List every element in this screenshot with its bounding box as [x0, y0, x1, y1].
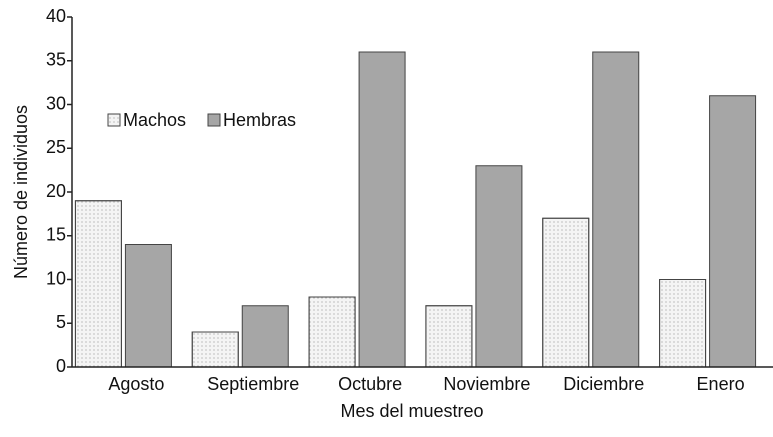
bar	[592, 51, 640, 368]
bar	[308, 296, 356, 368]
y-tick-label: 0	[56, 356, 66, 376]
y-tick-label: 40	[46, 6, 66, 26]
x-tick-label: Septiembre	[207, 374, 299, 394]
bar	[475, 165, 523, 368]
bar	[74, 200, 122, 368]
x-tick-label: Enero	[697, 374, 745, 394]
bar	[358, 51, 406, 368]
x-tick-label: Noviembre	[443, 374, 530, 394]
bar	[709, 95, 757, 368]
y-tick-label: 35	[46, 50, 66, 70]
legend-swatch	[207, 113, 221, 127]
y-tick-label: 10	[46, 268, 66, 288]
bar	[542, 217, 590, 368]
x-tick-label: Diciembre	[563, 374, 644, 394]
y-axis-label: Número de individuos	[11, 105, 31, 279]
y-tick-label: 30	[46, 93, 66, 113]
bar	[124, 244, 172, 368]
bar	[425, 305, 473, 368]
bar	[241, 305, 289, 368]
y-tick-label: 5	[56, 312, 66, 332]
y-tick-label: 15	[46, 225, 66, 245]
bar	[191, 331, 239, 368]
bar	[659, 279, 707, 368]
y-tick-label: 25	[46, 137, 66, 157]
x-tick-label: Agosto	[108, 374, 164, 394]
x-axis-label: Mes del muestreo	[340, 401, 483, 421]
legend-label: Hembras	[223, 110, 296, 130]
y-tick-label: 20	[46, 181, 66, 201]
legend-texture	[107, 113, 121, 127]
legend-label: Machos	[123, 110, 186, 130]
x-tick-label: Octubre	[338, 374, 402, 394]
